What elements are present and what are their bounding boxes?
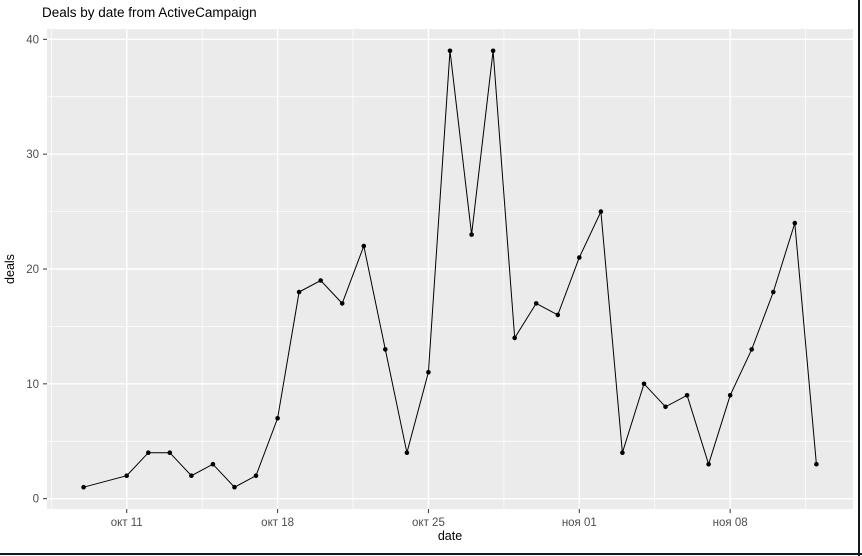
- data-point: [555, 312, 561, 318]
- data-point: [146, 450, 151, 456]
- data-point: [598, 209, 604, 214]
- data-point: [663, 404, 668, 410]
- data-point: [426, 370, 431, 375]
- x-tick-label: окт 25: [412, 517, 445, 529]
- data-point: [210, 461, 216, 467]
- x-axis-title: date: [437, 529, 463, 543]
- data-point: [814, 461, 819, 467]
- data-point: [620, 450, 625, 456]
- data-point: [253, 473, 259, 479]
- data-point: [81, 484, 86, 490]
- data-point: [706, 461, 711, 467]
- data-point: [404, 450, 410, 456]
- x-tick-label: ноя 01: [562, 517, 597, 529]
- chart-title: Deals by date from ActiveCampaign: [42, 5, 257, 20]
- window-border-bottom: [0, 553, 862, 555]
- data-point: [124, 473, 129, 479]
- y-tick-label: 30: [26, 149, 39, 161]
- x-tick-label: ноя 08: [713, 517, 748, 529]
- data-point: [361, 243, 367, 249]
- data-point: [771, 289, 776, 295]
- x-tick-label: окт 11: [111, 517, 143, 529]
- data-point: [684, 393, 690, 398]
- data-point: [189, 473, 194, 479]
- data-point: [469, 232, 474, 237]
- data-point: [167, 450, 173, 456]
- data-point: [339, 301, 345, 306]
- y-tick-label: 0: [33, 494, 39, 506]
- y-tick-label: 40: [26, 34, 39, 46]
- data-point: [275, 416, 280, 421]
- data-point: [383, 347, 388, 352]
- x-tick-label: окт 18: [261, 517, 294, 529]
- data-point: [577, 255, 582, 260]
- data-point: [447, 48, 453, 54]
- data-point: [533, 301, 539, 306]
- y-axis-title: deals: [3, 254, 17, 284]
- window-border-right: [858, 0, 860, 556]
- data-point: [296, 289, 302, 295]
- trend-line: [83, 50, 817, 488]
- data-point: [318, 278, 324, 283]
- data-point: [749, 347, 754, 352]
- data-point: [792, 220, 798, 226]
- data-point: [727, 393, 733, 398]
- data-point: [232, 484, 237, 490]
- data-point: [512, 335, 517, 341]
- y-tick-label: 20: [26, 264, 39, 276]
- data-point: [641, 381, 647, 387]
- data-point: [490, 48, 496, 54]
- y-tick-label: 10: [26, 379, 39, 391]
